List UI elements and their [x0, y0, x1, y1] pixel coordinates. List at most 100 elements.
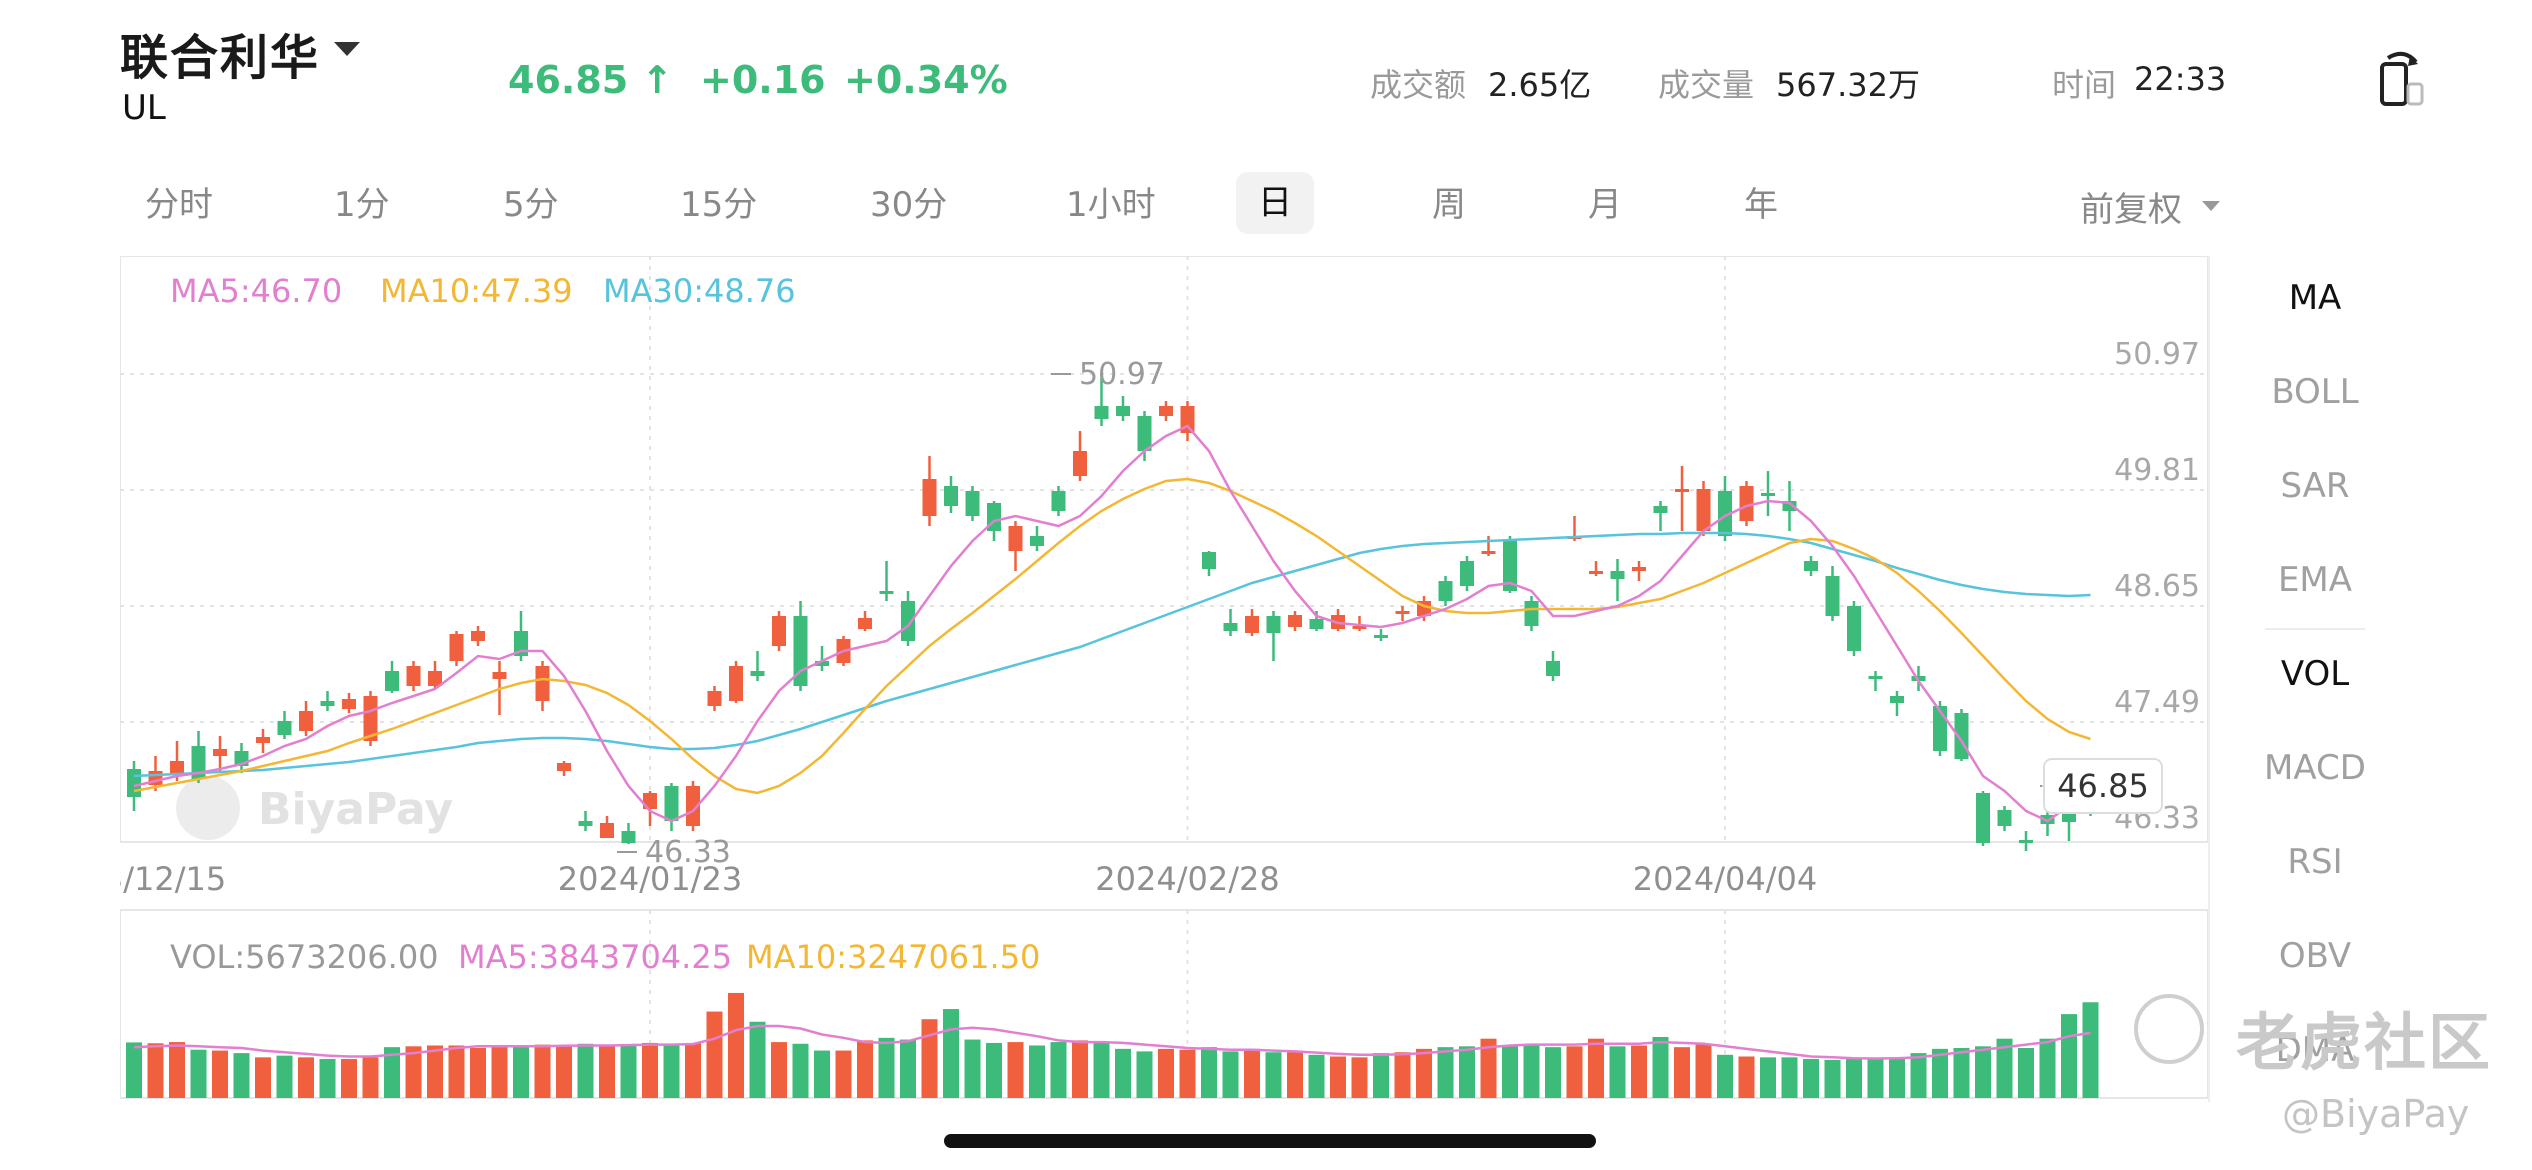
volume-bar [255, 1057, 271, 1098]
candle-body [600, 823, 614, 838]
volume-bar [1115, 1048, 1131, 1098]
rotate-screen-icon[interactable] [2374, 48, 2430, 110]
volume-bar [1566, 1046, 1583, 1098]
candle-body [1739, 486, 1754, 521]
indicator-rsi[interactable]: RSI [2287, 842, 2343, 882]
volume-bar [1695, 1043, 1712, 1098]
volume-bar [1953, 1048, 1970, 1098]
time-label: 时间 [2052, 66, 2117, 104]
legend-ma5: MA5:46.70 [170, 272, 342, 310]
tab-1[interactable]: 1分 [334, 185, 390, 225]
tab-6[interactable]: 日 [1236, 172, 1314, 234]
x-tick-label: 2024/04/04 [1633, 860, 1817, 898]
volume-bar [1330, 1056, 1346, 1098]
tab-4[interactable]: 30分 [870, 185, 948, 225]
volume-bar [1932, 1048, 1948, 1098]
candle-body [1266, 616, 1281, 633]
volume-bar [341, 1059, 357, 1098]
indicator-obv[interactable]: OBV [2278, 936, 2352, 976]
candle-body [1051, 491, 1066, 511]
indicator-sar[interactable]: SAR [2280, 466, 2350, 506]
x-tick-label: 2024/01/23 [558, 860, 742, 898]
candle-body [1116, 406, 1130, 416]
tab-5[interactable]: 1小时 [1066, 185, 1156, 225]
candle-body [1782, 501, 1797, 511]
volume-bar [534, 1044, 551, 1098]
biyapay-logo-icon [176, 776, 240, 840]
volume-bar [1136, 1051, 1153, 1098]
volume-bar [147, 1043, 164, 1098]
candle-body [944, 486, 958, 506]
tab-8[interactable]: 月 [1588, 185, 1622, 225]
vol-legend-vol: VOL:5673206.00 [170, 938, 439, 976]
volume-bar [921, 1019, 938, 1098]
candle-body [256, 737, 270, 743]
home-indicator[interactable] [944, 1134, 1596, 1148]
candle-body [320, 701, 335, 706]
adjust-caret-icon[interactable] [2202, 201, 2220, 211]
candle-body [621, 831, 636, 843]
volume-bar [943, 1009, 959, 1098]
tab-0[interactable]: 分时 [145, 185, 213, 225]
vol-legend-ma5: MA5:3843704.25 [458, 938, 732, 976]
volume-bar [706, 1011, 723, 1098]
volume-bar [1717, 1054, 1733, 1098]
candle-body [1202, 552, 1216, 569]
volume-bar [1459, 1046, 1475, 1098]
candle-body [1804, 561, 1818, 571]
tab-7[interactable]: 周 [1432, 185, 1466, 225]
volume-bar [1545, 1047, 1561, 1098]
candle-body [858, 618, 872, 629]
indicator-ema[interactable]: EMA [2277, 560, 2353, 600]
adjust-selector[interactable]: 前复权 [2080, 190, 2182, 230]
indicator-boll[interactable]: BOLL [2271, 372, 2359, 412]
indicator-macd[interactable]: MACD [2264, 748, 2366, 788]
candle-body [1008, 526, 1023, 551]
candle-body [299, 711, 313, 731]
volume-bar [1351, 1057, 1368, 1098]
indicator-ma[interactable]: MA [2288, 278, 2342, 318]
volume-bar [212, 1050, 228, 1098]
ma30-line [133, 531, 2091, 778]
low-label: 46.33 [645, 835, 731, 870]
tab-9[interactable]: 年 [1744, 185, 1778, 225]
candle-body [1159, 406, 1173, 416]
candle-body [492, 672, 507, 679]
legend-ma30: MA30:48.76 [603, 272, 796, 310]
volume-bar [685, 1042, 701, 1098]
volume-bar [1760, 1057, 1776, 1098]
candle-body [1352, 626, 1367, 629]
volume-bar [1502, 1045, 1518, 1098]
volume-bar [319, 1059, 336, 1098]
tab-2[interactable]: 5分 [503, 185, 559, 225]
volume-bar [1652, 1037, 1669, 1098]
volume-bar [1072, 1040, 1088, 1098]
volume-bar [1996, 1038, 2013, 1098]
volume-bar [1480, 1038, 1497, 1098]
candle-body [772, 616, 786, 646]
stock-name[interactable]: 联合利华 [120, 30, 321, 86]
tab-3[interactable]: 15分 [680, 185, 758, 225]
y-tick-label: 49.81 [2114, 453, 2200, 488]
volume-bar [792, 1043, 809, 1098]
volume-bar [1416, 1048, 1432, 1098]
volume-bar [814, 1050, 830, 1098]
candle-body [1524, 601, 1539, 626]
turnover-value: 2.65亿 [1488, 66, 1592, 104]
volume-bar [1265, 1052, 1282, 1098]
indicator-dma[interactable]: DMA [2275, 1030, 2355, 1070]
indicator-vol[interactable]: VOL [2280, 654, 2350, 694]
candle-body [428, 671, 442, 686]
volume-bar [362, 1057, 379, 1098]
candle-body [1976, 793, 1990, 843]
volume-bar [276, 1055, 293, 1098]
volume-bar [835, 1050, 852, 1098]
candle-body [1632, 567, 1646, 571]
volume-bar [1889, 1057, 1905, 1098]
candle-body [342, 699, 356, 709]
candle-body [879, 591, 894, 594]
volume-bar [599, 1046, 615, 1098]
stock-dropdown-caret-icon[interactable] [334, 42, 360, 56]
kline-chart[interactable]: 50.97 49.81 48.65 47.49 46.33 2023/12/15 2024/… [120, 256, 2418, 1102]
indicator-panel: MA BOLL SAR EMA VOL MACD RSI OBV DMA [2208, 256, 2420, 1102]
